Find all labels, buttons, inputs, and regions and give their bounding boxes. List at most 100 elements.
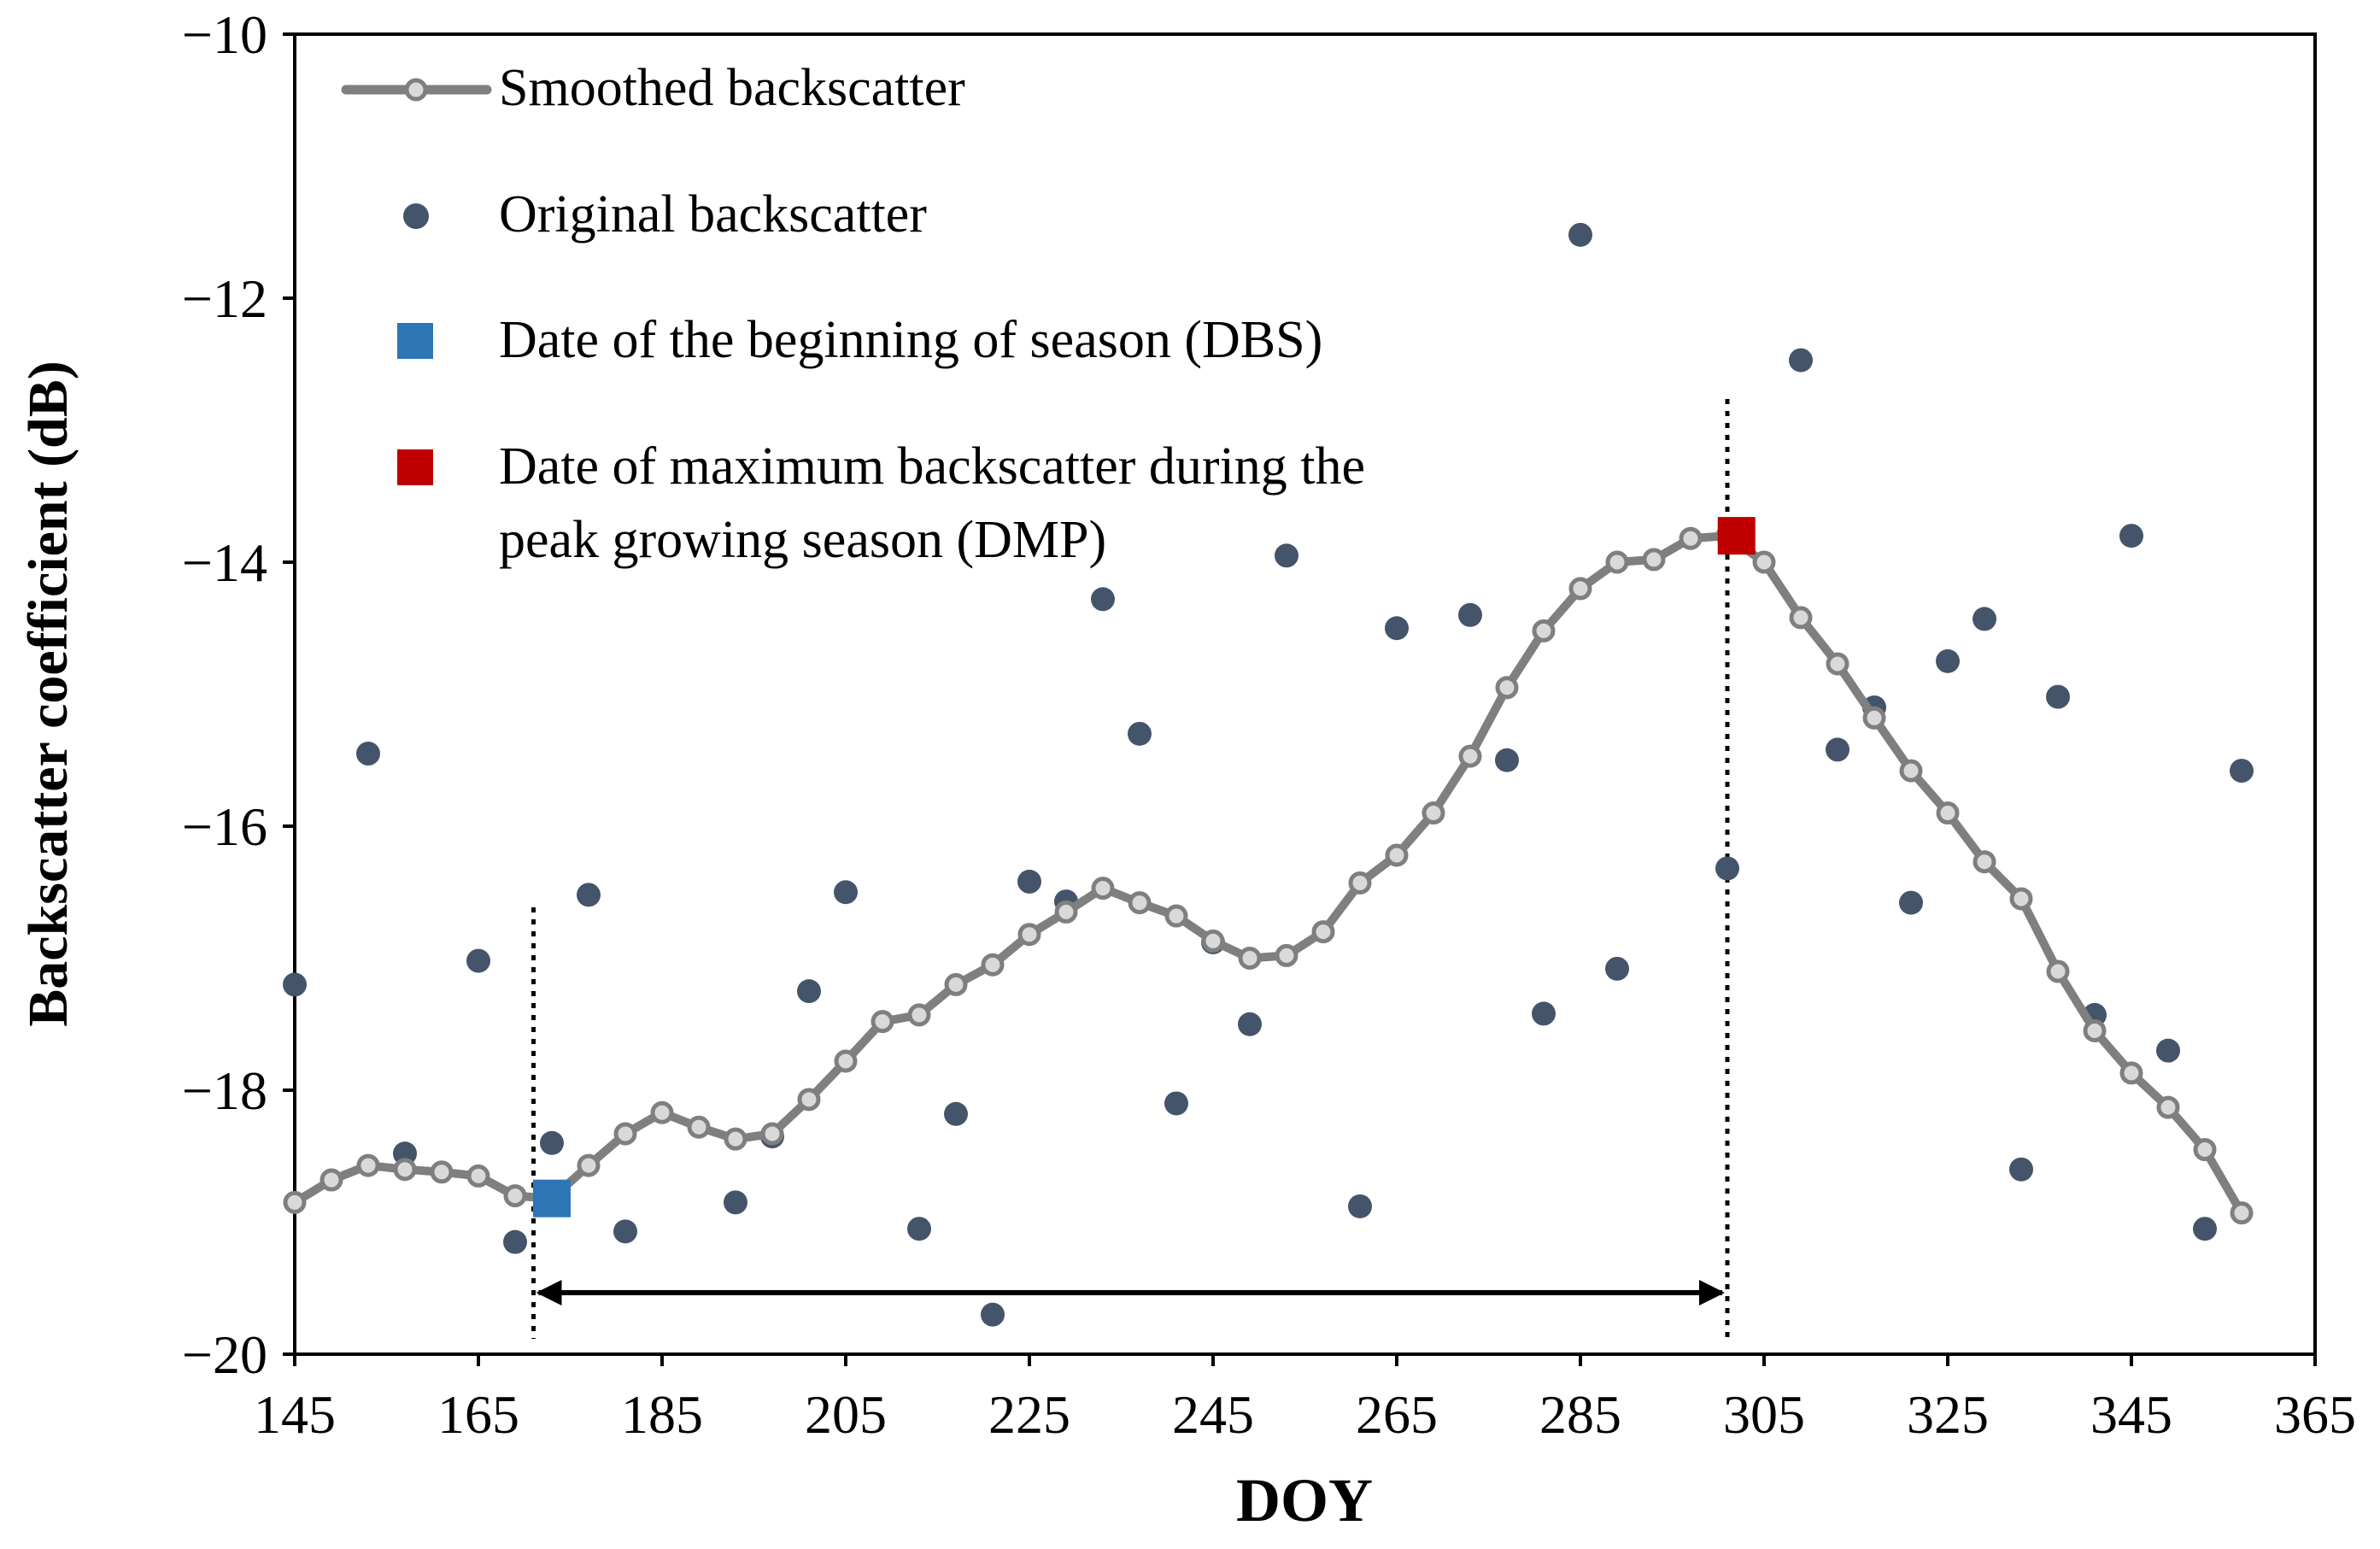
legend-smoothed-marker: [404, 78, 428, 102]
smoothed-line: [292, 531, 2246, 1216]
smoothed-point: [871, 1010, 894, 1034]
original-point: [1495, 748, 1519, 772]
smoothed-point: [283, 1190, 307, 1214]
smoothed-point: [1642, 548, 1666, 572]
smoothed-point: [1091, 877, 1115, 901]
y-axis-title: Backscatter coefficient (dB): [17, 361, 79, 1027]
dmp-marker: [1717, 517, 1756, 555]
x-tick-label: 285: [1539, 1384, 1621, 1445]
original-point: [2009, 1157, 2033, 1182]
x-tick-label: 225: [988, 1384, 1070, 1445]
original-point: [1936, 648, 1960, 673]
original-point: [283, 972, 307, 997]
x-tick-label: 165: [437, 1384, 519, 1445]
smoothed-point: [2083, 1018, 2107, 1042]
original-point: [1568, 222, 1592, 247]
smoothed-point: [724, 1127, 747, 1151]
legend-smoothed-label: Smoothed backscatter: [499, 59, 965, 117]
smoothed-point: [613, 1122, 637, 1146]
smoothed-point: [430, 1160, 454, 1184]
original-point: [1605, 956, 1629, 981]
original-point: [2046, 684, 2070, 709]
smoothed-point: [2119, 1061, 2143, 1085]
plot-frame: [293, 32, 2317, 1356]
smoothed-point: [1348, 871, 1372, 895]
original-point: [1164, 1091, 1188, 1116]
smoothed-point: [944, 972, 968, 996]
original-point: [1789, 348, 1813, 373]
smoothed-point: [650, 1100, 674, 1124]
smoothed-backscatter-series: [283, 524, 2254, 1225]
original-point: [1385, 616, 1409, 641]
original-point: [1826, 737, 1849, 762]
smoothed-point: [1164, 904, 1188, 928]
y-tick-label: −10: [182, 4, 267, 65]
smoothed-point: [1017, 923, 1041, 947]
smoothed-point: [1789, 606, 1813, 630]
legend-dmp-label-line1: Date of maximum backscatter during the: [499, 437, 1365, 496]
x-tick-label: 325: [1907, 1384, 1989, 1445]
smoothed-point: [907, 1003, 931, 1027]
y-tick-label: −16: [182, 796, 267, 857]
smoothed-point: [356, 1153, 380, 1177]
smoothed-point: [1862, 706, 1886, 730]
y-tick-label: −12: [182, 268, 267, 329]
legend-dbs-marker: [397, 323, 433, 359]
y-tick-label: −20: [182, 1324, 267, 1385]
original-point: [1128, 721, 1152, 746]
legend-dmp-marker: [397, 449, 433, 485]
original-point: [1715, 856, 1739, 881]
smoothed-point: [1238, 947, 1262, 970]
legend-original-label: Original backscatter: [499, 185, 927, 243]
smoothed-point: [1458, 744, 1482, 768]
original-point: [1973, 607, 1996, 631]
original-point: [907, 1217, 931, 1241]
smoothed-point: [1128, 891, 1152, 915]
y-tick-label: −14: [182, 532, 267, 593]
original-point: [1091, 587, 1115, 612]
smoothed-point: [1679, 526, 1703, 550]
smoothed-point: [2230, 1201, 2254, 1225]
original-point: [1458, 602, 1482, 627]
y-axis: −10 −12 −14 −16 −18 −20: [182, 4, 295, 1385]
smoothed-point: [1422, 801, 1445, 825]
x-tick-label: 265: [1356, 1384, 1438, 1445]
smoothed-point: [1752, 550, 1776, 574]
smoothed-point: [1605, 550, 1629, 574]
original-point: [577, 883, 601, 907]
smoothed-point: [503, 1184, 527, 1208]
smoothed-point: [797, 1088, 821, 1112]
legend-original-marker: [403, 203, 429, 229]
original-point: [356, 742, 380, 766]
smoothed-point: [577, 1153, 601, 1177]
smoothed-point: [1311, 920, 1335, 944]
legend-dbs-label: Date of the beginning of season (DBS): [499, 311, 1322, 369]
x-tick-label: 245: [1172, 1384, 1254, 1445]
smoothed-point: [2046, 959, 2070, 983]
smoothed-point: [466, 1164, 490, 1188]
smoothed-point: [1899, 759, 1923, 783]
smoothed-point: [1275, 943, 1298, 967]
event-markers: [533, 517, 1756, 1217]
x-tick-label: 345: [2090, 1384, 2172, 1445]
smoothed-point: [319, 1168, 343, 1192]
original-point: [797, 979, 821, 1004]
smoothed-point: [1385, 843, 1409, 867]
y-tick-label: −18: [182, 1060, 267, 1121]
original-point: [1348, 1194, 1372, 1218]
smoothed-point: [1568, 577, 1592, 601]
original-point: [944, 1101, 968, 1126]
smoothed-point: [2193, 1138, 2217, 1162]
original-point: [2156, 1038, 2180, 1063]
original-point: [2119, 524, 2143, 549]
x-tick-label: 305: [1723, 1384, 1805, 1445]
original-point: [1532, 1001, 1556, 1026]
smoothed-point: [1054, 900, 1078, 924]
original-point: [834, 880, 858, 905]
original-point: [2193, 1217, 2217, 1241]
original-point: [1017, 869, 1041, 894]
smoothed-point: [687, 1115, 711, 1139]
smoothed-point: [1973, 850, 1996, 874]
x-axis: 145 165 185 205 225 245 265 285 305 325 345 365: [254, 1354, 2356, 1445]
smoothed-point: [1936, 801, 1960, 825]
